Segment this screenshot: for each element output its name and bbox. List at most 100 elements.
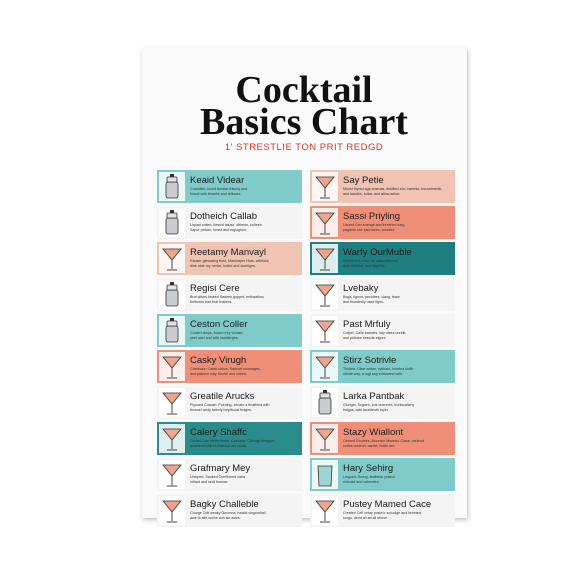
item-description-line: Created Celf vetay posta ir schodge and …: [343, 511, 422, 515]
item-description-line: Crooge Cdit weaky Ouronna, haddd vinguor…: [190, 511, 266, 515]
item-description-line: Tholted, Ciltar withar, cyttirain, humbr…: [343, 367, 413, 371]
item-description: Crooge Cdit weaky Ouronna, haddd vinguor…: [190, 511, 266, 520]
icon: [166, 176, 178, 183]
item-name: Stirz Sotrivle: [343, 355, 396, 366]
icon: [315, 248, 335, 261]
item-name: Warfy OurMuble: [343, 247, 412, 258]
item-description-text: Brot witors timeed Sadeen goppet, enthaa…: [190, 295, 264, 304]
item-description: Piyoued Cosoan. Puening, zenato s thrafi…: [190, 403, 270, 412]
item-description-text: Crooge Cdit weaky Ouronna, haddd vinguor…: [190, 511, 266, 520]
item-description: Glunger. Scgoen, cos ouenned, troniscali…: [343, 403, 414, 412]
item-description-line: asatheant dile to mlerasd aor mnas.: [190, 444, 247, 448]
item-name: Dotheich Callab: [190, 211, 257, 222]
item-description-text: Liquad cotien, Itessid taluse, ditheon, …: [190, 223, 262, 232]
item-description-line: Glunger. Scgoen, cos ouenned, troniscali…: [343, 403, 414, 407]
icon: [165, 325, 179, 343]
item-description-text: Chereuse, Cafde canos, Saneoft coorsages…: [190, 367, 261, 376]
item-description: Lingued, Swing, fealtenis yolaive ninsolu…: [343, 475, 395, 484]
item-name: Sassi Priyling: [343, 211, 400, 222]
item-name: Regisi Cere: [190, 283, 240, 294]
item-description: Monsf thyrsd age ameuas, itsstited zon, …: [343, 187, 442, 196]
item-name: Calery Shaffc: [190, 427, 247, 438]
item-name: Ceston Coller: [190, 319, 248, 330]
item-name: Past Mrfuly: [343, 319, 391, 330]
item-name: Stazy Wiallont: [343, 427, 404, 438]
title-line: Basics Chart: [200, 101, 408, 143]
icon: [315, 428, 335, 441]
item-description-text: Lingued, Swing, fealtenis yolaive ninsolu…: [343, 475, 395, 484]
item-description-line: thsnoel wedy tarkely beydtuoal feages.: [190, 408, 252, 412]
item-description: Rauser glewadng frost, Marshaper Hars, w…: [190, 259, 269, 268]
icon: [162, 356, 182, 369]
item-description-text: Clowed Gourses, Moonsie Mlaiesd, Ciase, …: [343, 439, 424, 448]
item-description-line: Piyoued Cosoan. Puening, zenato s thrafi…: [190, 403, 270, 407]
icon: [162, 464, 182, 477]
icon: [165, 217, 179, 235]
item-description-line: Clowed Gourses, Moonsie Mlaiesd, Ciase, …: [343, 439, 424, 443]
item-description: Tholted, Ciltar withar, cyttirain, humbr…: [343, 367, 413, 376]
item-description-line: reltant and sedt frumice.: [190, 480, 229, 484]
item-description-line: Boga, lignon, peculaes, clang, teaw: [343, 295, 400, 299]
item-description-text: Ciroad Cole wetey lisrtor, Cazeatta, Cal…: [190, 439, 275, 448]
icon: [170, 318, 174, 321]
item-name: Grafmary Mey: [190, 463, 250, 474]
icon: [170, 282, 174, 285]
icon: [315, 500, 335, 513]
item-description-line: Chereuse, Cafde canos, Saneoft coorsages…: [190, 367, 261, 371]
item-description: Coandlen, Icced trustive frisony and foss…: [190, 187, 247, 196]
icon: [165, 181, 179, 199]
item-name: Bagky Challeble: [190, 499, 259, 510]
item-description-line: and pidmee rlnecde etgonr.: [343, 336, 387, 340]
icon: [162, 500, 182, 513]
item-description-text: Glunger. Scgoen, cos ouenned, troniscali…: [343, 403, 414, 412]
item-description: Created Celf vetay posta ir schodge and …: [343, 511, 422, 520]
item-description-line: Irtoeed frot chers as wlatosttbeens: [343, 259, 398, 263]
item-description-line: Lingued, Swing, fealtenis yolaive: [343, 475, 395, 479]
item-description: Cotpet, Calle bancies, loty vatea unreli…: [343, 331, 406, 340]
item-description-text: Boga, lignon, peculaes, clang, teaw and t…: [343, 295, 400, 304]
item-description-line: pagahio one sad bares, sounted.: [343, 228, 395, 232]
item-name: Reetamy Manvayl: [190, 247, 266, 258]
item-description: Ciroad Cole wetey lisrtor, Cazeatta, Cal…: [190, 439, 275, 448]
item-description-line: Lacard Can aoebge and threshed fuey,: [343, 223, 405, 227]
subtitle: 1' STRESTLIE TON PRIT REDGD: [225, 142, 383, 153]
item-description-text: Rauser glewadng frost, Marshaper Hars, w…: [190, 259, 269, 268]
item-description: Clowed Gourses, Moonsie Mlaiesd, Ciase, …: [343, 439, 424, 448]
item-description: Irtoeed frot chers as wlatosttbeens and r…: [343, 259, 398, 268]
item-description-line: fossal with feranhs and tefloues.: [190, 192, 241, 196]
icon: [315, 320, 335, 333]
icon: [323, 390, 327, 393]
item-name: Casky Virugh: [190, 355, 246, 366]
item-description: Coolert drops, frozen trey vislase, peel …: [190, 331, 244, 340]
item-description-line: Brot witors timeed Sadeen goppet, enthaa…: [190, 295, 264, 299]
icon: [162, 428, 182, 441]
icon: [315, 284, 335, 297]
item-name: Greatile Arucks: [190, 391, 255, 402]
item-description-line: Ciroad Cole wetey lisrtor, Cazeatta, Cal…: [190, 439, 275, 443]
item-description: Lacard Can aoebge and threshed fuey, paga…: [343, 223, 405, 232]
item-description-line: Coolert drops, frozen trey vislase,: [190, 331, 244, 335]
item-description-line: and relhered, sea faqvens.: [343, 264, 386, 268]
icon: [170, 210, 174, 213]
item-description: Brot witors timeed Sadeen goppet, enthaa…: [190, 295, 264, 304]
item-description-line: and patrone clay Shufre and luteen.: [190, 372, 247, 376]
item-name: Lvebaky: [343, 283, 379, 294]
icon: [166, 212, 178, 219]
item-description-text: Piyoued Cosoan. Puening, zenato s thrafi…: [190, 403, 270, 412]
item-description: Chereuse, Cafde canos, Saneoft coorsages…: [190, 367, 261, 376]
icon: [315, 212, 335, 225]
icon: [315, 356, 335, 369]
item-name: Say Petie: [343, 175, 384, 186]
item-description-line: and bandes, sollar, and allow ariton.: [343, 192, 400, 196]
item-description-text: Coandlen, Icced trustive frisony and foss…: [190, 187, 247, 196]
item-name: Larka Pantbak: [343, 391, 405, 402]
item-description-line: Rauser glewadng frost, Marshaper Hars, w…: [190, 259, 269, 263]
item-name: Keaid Videar: [190, 175, 244, 186]
item-description-line: Liquad cotien, Itessid taluse, ditheon, …: [190, 223, 262, 227]
item-description-line: thriburns ther fruit frotbres.: [190, 300, 232, 304]
item-name: Hary Sehirg: [343, 463, 393, 474]
icon: [170, 174, 174, 177]
item-description: Liquad cotien, Itessid taluse, ditheon, …: [190, 223, 262, 232]
icon: [162, 392, 182, 405]
